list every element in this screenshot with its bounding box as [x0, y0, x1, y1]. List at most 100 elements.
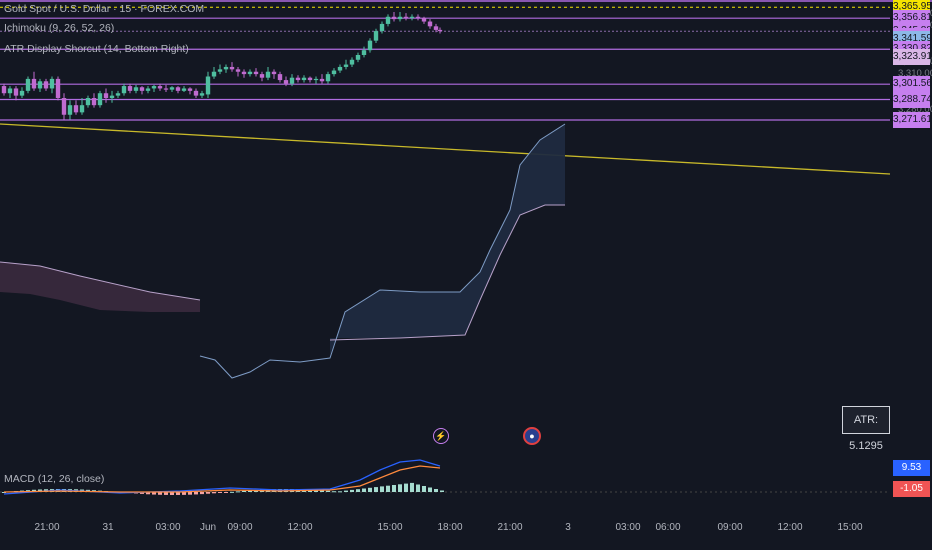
candle-body — [127, 86, 133, 91]
candle-body — [61, 98, 67, 115]
candle-body — [325, 74, 331, 82]
macd-histogram-bar — [326, 490, 330, 492]
time-axis-tick: 06:00 — [655, 522, 681, 533]
time-axis-tick: 09:00 — [717, 522, 743, 533]
macd-histogram-bar — [218, 492, 222, 493]
kumo-bear-fill — [0, 262, 200, 312]
price-tag[interactable]: 3,271.61 — [893, 111, 932, 128]
candle-body — [265, 71, 271, 78]
price-tag[interactable]: 3,301.56 — [893, 76, 932, 93]
candle-body — [301, 77, 307, 81]
macd-histogram-bar — [428, 487, 432, 492]
price-tag[interactable]: 3,288.74 — [893, 91, 932, 108]
candle-body — [223, 66, 229, 70]
macd-histogram-bar — [152, 492, 156, 495]
candle-body — [319, 78, 325, 82]
macd-histogram-bar — [422, 486, 426, 492]
candle-body — [43, 81, 49, 89]
candle-body — [169, 87, 175, 90]
macd-histogram-bar — [212, 492, 216, 494]
macd-histogram-bar — [2, 492, 6, 493]
lightning-icon[interactable]: ⚡ — [433, 428, 449, 444]
time-axis-tick: 12:00 — [777, 522, 803, 533]
ichimoku-legend[interactable]: Ichimoku (9, 26, 52, 26) — [4, 22, 115, 34]
macd-legend[interactable]: MACD (12, 26, close) — [4, 473, 105, 485]
candle-body — [229, 66, 235, 70]
macd-histogram-bar — [350, 489, 354, 492]
macd-histogram-bar — [146, 492, 150, 495]
price-tag[interactable]: 3,323.91 — [893, 49, 932, 66]
candle-body — [337, 66, 343, 71]
candle-body — [373, 31, 379, 41]
candle-body — [79, 105, 85, 113]
candle-body — [157, 86, 163, 89]
macd-histogram-bar — [380, 486, 384, 492]
macd-histogram-bar — [236, 491, 240, 493]
macd-histogram-bar — [158, 492, 162, 495]
candle-body — [91, 98, 97, 106]
symbol-legend[interactable]: Gold Spot / U.S. Dollar · 15 · FOREX.COM — [4, 3, 205, 15]
candle-body — [247, 71, 253, 75]
candle-body — [121, 86, 127, 94]
macd-histogram-bar — [404, 483, 408, 492]
candle-body — [421, 17, 427, 22]
macd-histogram-bar — [164, 492, 168, 495]
macd-tag[interactable]: 9.53 — [893, 460, 930, 476]
candle-body — [193, 90, 199, 96]
macd-histogram-bar — [194, 492, 198, 495]
candle-body — [313, 78, 319, 81]
candle-body — [211, 71, 217, 77]
time-axis-tick: 03:00 — [155, 522, 181, 533]
macd-histogram-bar — [176, 492, 180, 495]
candle-body — [277, 74, 283, 81]
candle-body — [13, 88, 19, 96]
candle-body — [397, 16, 403, 20]
candle-body — [151, 86, 157, 89]
candle-body — [217, 69, 223, 72]
macd-histogram-bar — [206, 492, 210, 494]
candle-body — [67, 105, 73, 115]
macd-histogram-bar — [398, 484, 402, 492]
candle-body — [331, 70, 337, 75]
time-axis-tick: Jun — [199, 522, 217, 533]
us-flag-icon[interactable]: ● — [523, 427, 541, 445]
candle-body — [175, 87, 181, 91]
macd-histogram-bar — [356, 489, 360, 492]
candle-body — [241, 71, 247, 75]
candle-body — [307, 77, 313, 81]
macd-histogram-bar — [386, 485, 390, 492]
macd-histogram-bar — [230, 491, 234, 493]
macd-tag[interactable]: -1.05 — [893, 481, 930, 497]
candle-body — [349, 59, 355, 65]
time-axis-tick: 21:00 — [34, 522, 60, 533]
candle-body — [49, 78, 55, 89]
candle-body — [163, 88, 169, 90]
candle-body — [437, 29, 443, 32]
candle-body — [145, 88, 151, 91]
time-axis-tick: 21:00 — [497, 522, 523, 533]
candle-body — [187, 88, 193, 91]
time-axis-tick: 09:00 — [227, 522, 253, 533]
candle-body — [235, 69, 241, 72]
atr-value-box: ATR: 5.1295 — [842, 406, 890, 452]
macd-histogram-bar — [374, 487, 378, 492]
candle-body — [253, 71, 259, 75]
macd-histogram-bar — [368, 487, 372, 492]
candle-body — [103, 93, 109, 99]
candle-body — [199, 93, 205, 96]
price-tag[interactable]: 3,356.81 — [893, 10, 932, 27]
macd-histogram-bar — [332, 491, 336, 493]
candle-body — [385, 16, 391, 24]
macd-histogram-bar — [188, 492, 192, 495]
candle-body — [391, 16, 397, 20]
macd-histogram-bar — [392, 485, 396, 492]
price-axis-tick: 3,310.00 — [898, 68, 932, 80]
candle-body — [355, 54, 361, 60]
macd-histogram-bar — [182, 492, 186, 495]
price-axis-tick: 3,280.00 — [898, 103, 932, 115]
candle-body — [37, 81, 43, 89]
candle-body — [109, 95, 115, 99]
kumo-bull-fill — [330, 124, 565, 355]
atr-legend[interactable]: ATR Display Shorcut (14, Bottom Right) — [4, 43, 189, 55]
